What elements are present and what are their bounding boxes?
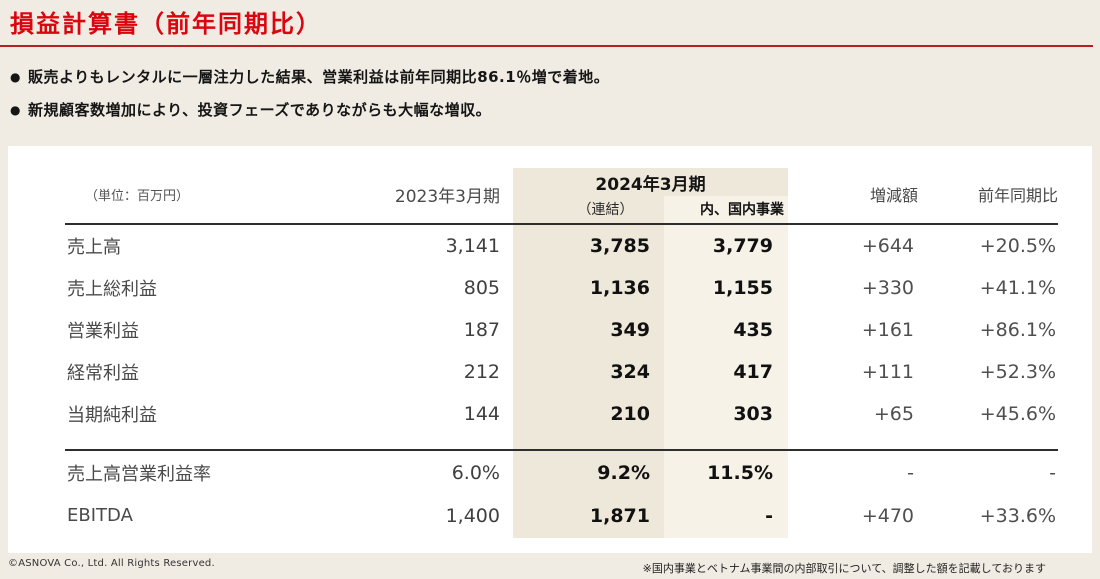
bullet-item: ● 販売よりもレンタルに一層注力した結果、営業利益は前年同期比86.1％増で着地… [10,66,609,87]
cell-change: +470 [861,504,914,527]
cell-label: 売上総利益 [67,279,157,300]
table-row: EBITDA 1,400 1,871 - +470 +33.6% [65,494,1058,537]
cell-change: +330 [861,277,914,299]
cell-2024-domestic: 303 [733,403,773,425]
cell-2024-consolidated: 1,871 [589,504,650,527]
cell-change: +644 [861,235,914,257]
header-domestic: 内、国内事業 [700,202,784,218]
section-gap [65,435,1058,449]
cell-yoy: +52.3% [979,361,1056,383]
cell-change: +111 [861,361,914,383]
cell-2023: 3,141 [445,235,500,257]
table-header: （単位：百万円） 2023年3月期 2024年3月期 （連結） 内、国内事業 増… [65,165,1058,223]
table-row: 当期純利益 144 210 303 +65 +45.6% [65,393,1058,435]
summary-bullets: ● 販売よりもレンタルに一層注力した結果、営業利益は前年同期比86.1％増で着地… [10,66,609,132]
cell-label: 売上高営業利益率 [67,463,211,485]
summary-rule [65,449,1058,451]
table-row: 売上総利益 805 1,136 1,155 +330 +41.1% [65,267,1058,309]
cell-label: 経常利益 [67,363,139,384]
cell-2024-consolidated: 3,785 [589,235,650,257]
cell-2024-domestic: 435 [733,319,773,341]
header-prev-period: 2023年3月期 [394,186,500,207]
bullet-text: 販売よりもレンタルに一層注力した結果、営業利益は前年同期比86.1％増で着地。 [27,68,610,86]
header-yoy: 前年同期比 [977,186,1058,205]
cell-2024-domestic: - [765,504,773,527]
copyright-text: ©ASNOVA Co., Ltd. All Rights Reserved. [8,558,215,569]
cell-yoy: +33.6% [979,504,1056,527]
bullet-icon: ● [10,102,21,117]
table-row: 売上高営業利益率 6.0% 9.2% 11.5% - - [65,451,1058,494]
cell-2024-consolidated: 324 [610,361,650,383]
highlight-column-consolidated [513,168,664,538]
table-row: 経常利益 212 324 417 +111 +52.3% [65,351,1058,393]
cell-2024-domestic: 417 [733,361,773,383]
pl-table: （単位：百万円） 2023年3月期 2024年3月期 （連結） 内、国内事業 増… [65,165,1058,537]
cell-yoy: +20.5% [979,235,1056,257]
pl-statement-card: （単位：百万円） 2023年3月期 2024年3月期 （連結） 内、国内事業 増… [8,146,1092,553]
cell-change: +65 [873,403,914,425]
cell-2023: 187 [463,319,500,341]
cell-yoy: - [1049,461,1056,484]
cell-change: +161 [861,319,914,341]
cell-2024-domestic: 1,155 [712,277,773,299]
cell-yoy: +86.1% [979,319,1056,341]
header-current-period: 2024年3月期 [595,175,706,195]
page-title: 損益計算書（前年同期比） [10,10,322,38]
unit-label: （単位：百万円） [85,188,190,204]
cell-2023: 212 [463,361,500,383]
bullet-text: 新規顧客数増加により、投資フェーズでありながらも大幅な増収。 [27,101,492,119]
cell-2023: 805 [463,277,500,299]
highlight-column-domestic [664,168,788,538]
cell-yoy: +45.6% [979,403,1056,425]
cell-change: - [907,461,914,484]
table-row: 売上高 3,141 3,785 3,779 +644 +20.5% [65,225,1058,267]
highlight-header-cap [664,168,788,196]
header-change: 増減額 [869,186,918,205]
bullet-icon: ● [10,69,21,84]
header-rule [65,223,1058,225]
cell-label: EBITDA [67,505,133,526]
cell-label: 営業利益 [67,321,139,342]
cell-2023: 144 [463,403,500,425]
cell-label: 当期純利益 [67,405,157,426]
cell-2024-consolidated: 210 [610,403,650,425]
bullet-item: ● 新規顧客数増加により、投資フェーズでありながらも大幅な増収。 [10,99,609,120]
cell-2024-consolidated: 349 [610,319,650,341]
cell-2024-domestic: 3,779 [712,235,773,257]
cell-2023: 6.0% [451,461,500,484]
cell-2024-domestic: 11.5% [707,461,773,484]
cell-2024-consolidated: 1,136 [589,277,650,299]
cell-2023: 1,400 [445,504,500,527]
cell-2024-consolidated: 9.2% [597,461,650,484]
table-row: 営業利益 187 349 435 +161 +86.1% [65,309,1058,351]
cell-label: 売上高 [67,237,121,258]
cell-yoy: +41.1% [979,277,1056,299]
title-divider [0,45,1093,47]
header-consolidated: （連結） [577,202,634,218]
footnote-text: ※国内事業とベトナム事業間の内部取引について、調整した額を記載しております [642,562,1046,575]
